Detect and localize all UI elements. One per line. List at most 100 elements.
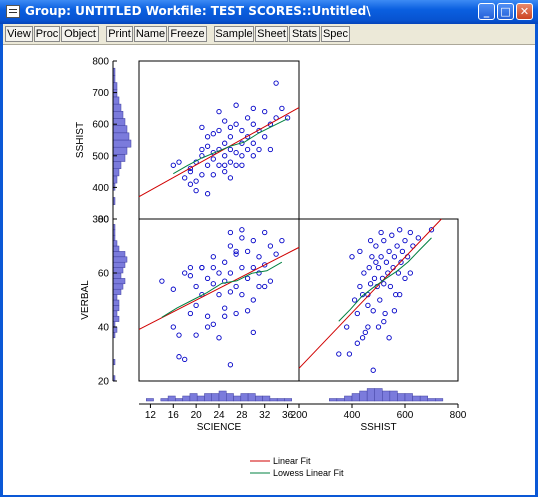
science-verbal-point <box>182 270 188 276</box>
view-button[interactable]: View <box>5 26 33 42</box>
object-button[interactable]: Object <box>61 26 99 42</box>
science-verbal-point <box>170 286 176 292</box>
science-verbal-point <box>262 229 268 236</box>
science-sshist-point <box>239 153 245 159</box>
verbal-histogram-bar <box>112 315 120 322</box>
sample-button[interactable]: Sample <box>214 26 254 42</box>
science-verbal-point <box>267 243 274 249</box>
sshist-histogram-bar <box>112 175 118 184</box>
science-histogram-bar <box>167 395 176 402</box>
toolbar: View Proc Object Print Name Freeze Sampl… <box>3 24 535 44</box>
science-verbal-point <box>216 335 222 341</box>
science-verbal-point <box>250 329 256 336</box>
freeze-button[interactable]: Freeze <box>168 26 207 42</box>
science-sshist-point <box>216 162 222 168</box>
sshist-verbal-point <box>357 283 363 290</box>
maximize-button[interactable]: □ <box>497 3 514 20</box>
science-sshist-point <box>250 121 256 127</box>
science-histogram-bar <box>255 395 263 402</box>
sshist-verbal-point <box>359 335 366 341</box>
legend-linear-label: Linear Fit <box>273 456 311 466</box>
science-verbal-point <box>239 227 245 233</box>
science-x-axis-tick-label: 28 <box>236 410 248 421</box>
sshist-histogram-x-bar <box>404 393 413 402</box>
science-verbal-point <box>239 291 245 298</box>
verbal-histogram-bar <box>112 267 124 274</box>
proc-button[interactable]: Proc <box>34 26 60 42</box>
science-verbal-point <box>159 278 165 284</box>
sshist-verbal-point <box>407 229 413 236</box>
science-verbal-point <box>210 254 216 260</box>
legend-lowess-label: Lowess Linear Fit <box>273 468 344 478</box>
sshist-verbal-point <box>387 283 394 290</box>
science-verbal-point <box>233 310 239 317</box>
science-sshist-point <box>193 187 199 194</box>
science-histogram-bar <box>240 393 249 402</box>
sshist-histogram-x-bar <box>366 388 375 402</box>
minimize-button[interactable]: _ <box>478 3 495 20</box>
sshist-y-axis-tick-label: 500 <box>92 151 109 162</box>
science-sshist-point <box>279 105 285 112</box>
sshist-x-axis-tick-label: 400 <box>344 410 361 421</box>
sshist-verbal-point <box>375 324 382 330</box>
sshist-verbal-point <box>371 275 378 282</box>
sshist-verbal-point <box>381 237 387 244</box>
sshist-y-axis-tick-label: 800 <box>92 57 109 68</box>
science-verbal-point <box>222 259 228 265</box>
science-sshist-point <box>222 162 228 168</box>
sshist-y-axis-tick-label: 700 <box>92 88 109 99</box>
science-sshist-point <box>262 108 268 115</box>
science-histogram-bar <box>226 393 234 402</box>
sshist-verbal-point <box>354 310 360 317</box>
sshist-histogram-x-bar <box>412 395 421 402</box>
sheet-button[interactable]: Sheet <box>255 26 288 42</box>
stats-button[interactable]: Stats <box>289 26 320 42</box>
science-verbal-point <box>233 251 239 257</box>
science-sshist-point <box>250 140 256 146</box>
close-button[interactable]: ✕ <box>516 3 533 20</box>
window-icon[interactable] <box>6 5 20 18</box>
sshist-verbal-point <box>378 254 384 260</box>
science-verbal-point <box>256 254 262 260</box>
name-button[interactable]: Name <box>134 26 167 42</box>
science-verbal-point <box>227 243 234 249</box>
science-sshist-point <box>244 134 251 140</box>
sshist-verbal-point <box>367 281 374 287</box>
science-verbal-point <box>244 248 251 255</box>
science-verbal-point <box>170 324 176 330</box>
science-sshist-point <box>193 178 199 184</box>
sshist-verbal-point <box>402 237 408 244</box>
science-verbal-linear-fit <box>138 246 300 330</box>
science-histogram-bar <box>269 398 278 402</box>
window-title: Group: UNTITLED Workfile: TEST SCORES::U… <box>25 4 371 18</box>
science-sshist-point <box>210 131 216 137</box>
sshist-histogram-bar <box>112 125 128 134</box>
sshist-histogram-x-bar <box>427 398 436 402</box>
sshist-verbal-point <box>407 270 413 276</box>
sshist-verbal-point <box>349 254 355 260</box>
science-sshist-point <box>250 153 256 159</box>
science-sshist-point <box>199 124 205 131</box>
science-sshist-point <box>187 181 194 187</box>
sshist-histogram-bar <box>112 111 124 119</box>
spec-button[interactable]: Spec <box>321 26 350 42</box>
science-verbal-point <box>233 248 239 255</box>
science-sshist-point <box>216 127 222 134</box>
sshist-verbal-point <box>399 248 406 255</box>
science-verbal-point <box>204 275 211 282</box>
title-bar[interactable]: Group: UNTITLED Workfile: TEST SCORES::U… <box>0 0 538 24</box>
verbal-axis-title: VERBAL <box>80 280 91 320</box>
print-button[interactable]: Print <box>106 26 133 42</box>
science-verbal-point <box>256 283 262 290</box>
verbal-histogram-bar <box>112 310 118 317</box>
verbal-histogram-bar <box>112 261 126 268</box>
science-sshist-point <box>210 172 216 178</box>
science-sshist-point <box>187 168 194 175</box>
science-verbal-point <box>176 354 182 360</box>
sshist-verbal-point <box>361 270 367 276</box>
sshist-verbal-point <box>383 259 390 265</box>
science-sshist-point <box>210 156 216 162</box>
science-histogram-bar <box>182 395 191 402</box>
sshist-x-axis-tick-label: 200 <box>291 410 308 421</box>
sshist-verbal-point <box>386 335 392 341</box>
